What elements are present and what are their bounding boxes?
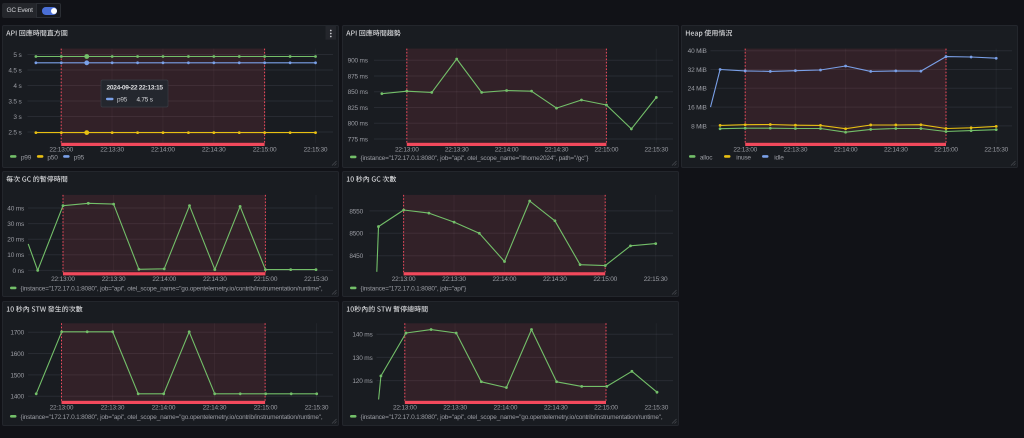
svg-text:22:14:30: 22:14:30 [203,276,227,283]
svg-text:22:13:30: 22:13:30 [101,405,125,412]
svg-text:22:14:00: 22:14:00 [493,276,517,283]
svg-text:22:14:00: 22:14:00 [151,147,175,154]
svg-text:22:15:00: 22:15:00 [254,405,278,412]
svg-text:22:14:00: 22:14:00 [834,147,858,154]
svg-text:22:13:00: 22:13:00 [51,276,75,283]
svg-text:22:13:00: 22:13:00 [49,147,73,154]
svg-text:40 MiB: 40 MiB [688,48,707,55]
svg-text:1400: 1400 [10,394,24,401]
svg-text:22:15:30: 22:15:30 [644,405,668,412]
svg-text:8550: 8550 [349,208,363,215]
svg-text:22:14:30: 22:14:30 [202,147,226,154]
svg-text:4.5 s: 4.5 s [8,67,22,74]
svg-text:p95: p95 [117,97,128,104]
svg-text:22:15:00: 22:15:00 [254,276,278,283]
svg-text:22:15:30: 22:15:30 [305,405,329,412]
svg-text:0 ns: 0 ns [13,268,25,275]
svg-text:5 s: 5 s [13,52,22,59]
svg-text:22:15:00: 22:15:00 [594,405,618,412]
svg-text:22:15:00: 22:15:00 [595,147,619,154]
svg-text:22:13:00: 22:13:00 [392,276,416,283]
svg-text:22:14:30: 22:14:30 [543,276,567,283]
svg-text:22:14:00: 22:14:00 [152,405,176,412]
svg-text:{instance="172.17.0.1:8080", j: {instance="172.17.0.1:8080", job="api", … [361,155,590,162]
svg-text:1700: 1700 [10,330,24,337]
svg-text:alloc: alloc [700,155,713,162]
svg-text:22:13:00: 22:13:00 [50,405,74,412]
svg-text:22:15:30: 22:15:30 [304,276,328,283]
svg-text:22:15:30: 22:15:30 [644,147,668,154]
svg-text:22:15:30: 22:15:30 [304,147,328,154]
svg-text:8450: 8450 [349,253,363,260]
svg-text:900 ms: 900 ms [348,58,369,65]
svg-text:22:15:30: 22:15:30 [984,147,1008,154]
svg-text:24 MiB: 24 MiB [688,86,707,93]
svg-text:3.5 s: 3.5 s [8,98,22,105]
svg-text:2.5 s: 2.5 s [8,129,22,136]
svg-text:22:14:30: 22:14:30 [545,147,569,154]
svg-text:22:15:00: 22:15:00 [253,147,277,154]
svg-text:22:15:00: 22:15:00 [934,147,958,154]
svg-text:22:13:00: 22:13:00 [393,405,417,412]
svg-text:130 ms: 130 ms [352,355,373,362]
svg-text:775 ms: 775 ms [348,136,369,143]
svg-text:4 s: 4 s [13,83,22,90]
svg-text:22:15:30: 22:15:30 [644,276,668,283]
svg-text:22:14:00: 22:14:00 [152,276,176,283]
svg-text:{instance="172.17.0.1:8080", j: {instance="172.17.0.1:8080", job="api", … [21,414,323,421]
svg-text:8 MiB: 8 MiB [691,123,707,130]
svg-text:p99: p99 [21,155,32,162]
svg-text:120 ms: 120 ms [352,378,373,385]
svg-text:10 ms: 10 ms [7,252,25,259]
svg-text:22:14:00: 22:14:00 [495,147,519,154]
svg-text:22:13:00: 22:13:00 [395,147,419,154]
svg-text:idle: idle [774,155,784,162]
svg-text:22:13:00: 22:13:00 [733,147,757,154]
svg-text:{instance="172.17.0.1:8080", j: {instance="172.17.0.1:8080", job="api", … [361,414,663,421]
svg-text:3 s: 3 s [13,114,22,121]
svg-text:22:13:30: 22:13:30 [102,276,126,283]
svg-text:22:15:00: 22:15:00 [593,276,617,283]
svg-text:22:14:30: 22:14:30 [544,405,568,412]
svg-text:22:14:30: 22:14:30 [203,405,227,412]
svg-text:22:14:00: 22:14:00 [494,405,518,412]
svg-text:850 ms: 850 ms [348,89,369,96]
svg-text:1600: 1600 [10,351,24,358]
svg-text:22:13:30: 22:13:30 [443,405,467,412]
svg-text:inuse: inuse [736,155,751,162]
svg-text:p95: p95 [74,155,85,162]
svg-text:30 ms: 30 ms [7,221,25,228]
svg-text:40 ms: 40 ms [7,205,25,212]
svg-text:825 ms: 825 ms [348,105,369,112]
svg-text:p50: p50 [47,155,58,162]
svg-text:4.75 s: 4.75 s [137,97,153,104]
svg-text:20 ms: 20 ms [7,237,25,244]
svg-text:875 ms: 875 ms [348,73,369,80]
svg-text:140 ms: 140 ms [352,332,373,339]
svg-text:32 MiB: 32 MiB [688,67,707,74]
svg-text:800 ms: 800 ms [348,121,369,128]
svg-text:1500: 1500 [10,372,24,379]
svg-text:2024-09-22 22:13:15: 2024-09-22 22:13:15 [107,85,164,92]
svg-text:22:13:30: 22:13:30 [445,147,469,154]
svg-text:{instance="172.17.0.1:8080", j: {instance="172.17.0.1:8080", job="api"} [361,285,468,292]
svg-text:22:13:30: 22:13:30 [100,147,124,154]
svg-text:8500: 8500 [349,231,363,238]
svg-text:22:13:30: 22:13:30 [784,147,808,154]
svg-text:22:13:30: 22:13:30 [442,276,466,283]
svg-text:16 MiB: 16 MiB [688,105,707,112]
svg-text:{instance="172.17.0.1:8080", j: {instance="172.17.0.1:8080", job="api", … [21,285,323,292]
svg-text:22:14:30: 22:14:30 [884,147,908,154]
